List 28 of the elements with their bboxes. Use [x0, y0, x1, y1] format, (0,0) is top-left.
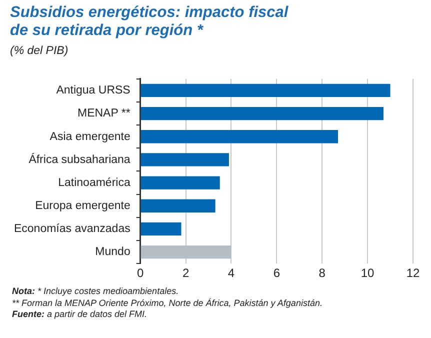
x-tick-label: 10 — [360, 266, 375, 280]
bar — [140, 153, 229, 166]
chart-title: Subsidios energéticos: impacto fiscal de su retirada por región * — [10, 4, 290, 40]
y-tick-label: Europa emergente — [35, 200, 130, 212]
bar — [140, 176, 220, 190]
x-tick-label: 4 — [228, 266, 235, 280]
x-tick-label: 0 — [137, 266, 144, 280]
bar — [140, 222, 182, 236]
y-tick-label: África subsahariana — [28, 152, 131, 166]
bar — [140, 84, 390, 98]
y-tick-label: Antigua URSS — [56, 84, 131, 97]
text: ** Forman la MENAP Oriente Próximo, Norte de África, Pakistán y Afganistán. — [12, 298, 322, 309]
y-tick-label: Economías avanzadas — [14, 223, 131, 236]
bar — [140, 199, 216, 212]
source-note: Fuente: a partir de datos del FMI. — [12, 309, 148, 320]
x-tick-label: 6 — [273, 266, 280, 280]
y-tick-label: Mundo — [95, 246, 130, 258]
y-tick-label: MENAP ** — [78, 108, 131, 120]
bar — [140, 130, 338, 144]
x-tick-label: 8 — [318, 266, 326, 280]
x-tick-label: 12 — [406, 266, 420, 280]
bar — [140, 106, 384, 120]
text: (% del PIB) — [10, 45, 68, 57]
bar — [140, 245, 232, 259]
x-tick-label: 2 — [182, 266, 190, 280]
y-tick-label: Asia emergente — [50, 130, 130, 143]
y-tick-label: Latinoamérica — [58, 176, 131, 189]
text: Nota: * Incluye costes medioambientales. — [12, 286, 180, 298]
